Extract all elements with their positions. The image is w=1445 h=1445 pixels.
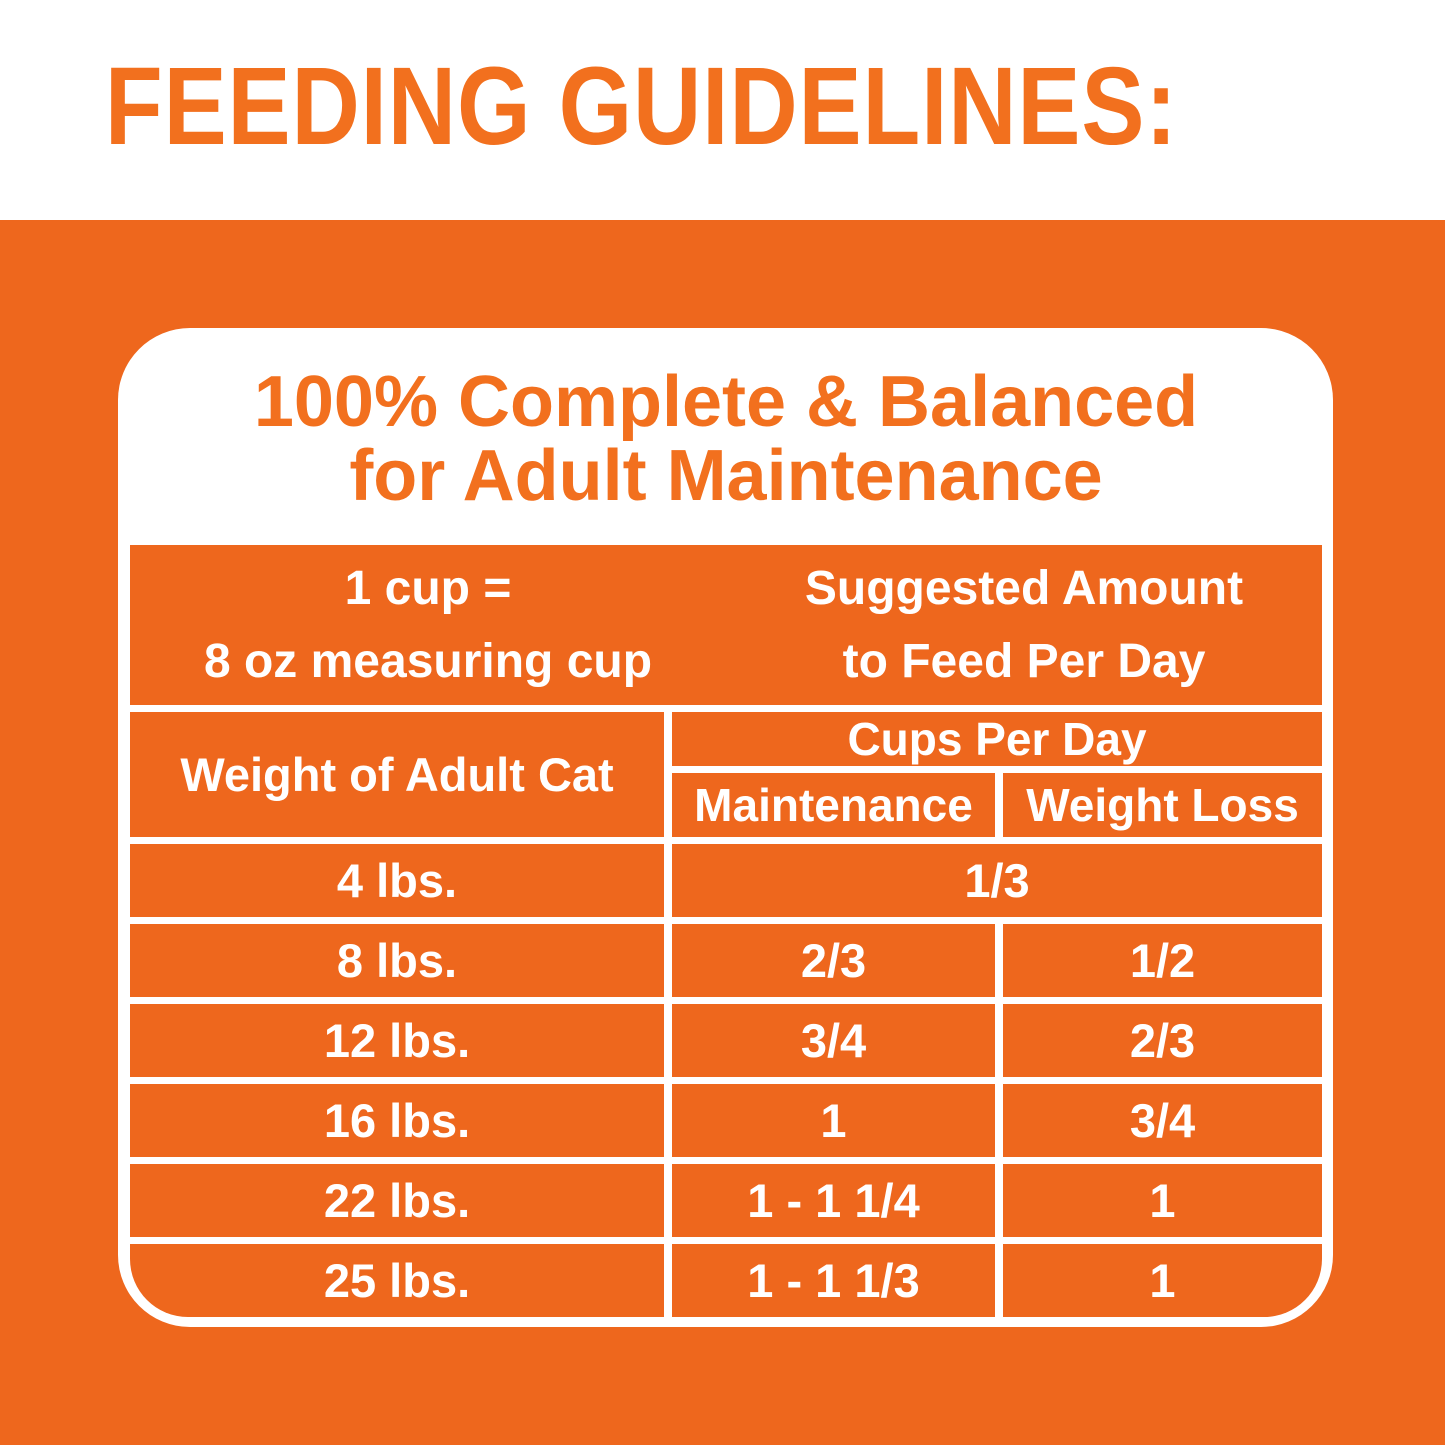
- column-header-cups-group: Cups Per Day Maintenance Weight Loss: [672, 712, 1322, 837]
- card-heading-line2: for Adult Maintenance: [349, 435, 1103, 516]
- maintenance-cell: 2/3: [672, 924, 995, 997]
- weight-cell: 12 lbs.: [130, 1004, 664, 1077]
- maintenance-cell: 1: [672, 1084, 995, 1157]
- weight-loss-cell: 1/2: [1003, 924, 1322, 997]
- suggested-amount-note: Suggested Amount to Feed Per Day: [726, 545, 1322, 705]
- weight-loss-cell: 1: [1003, 1164, 1322, 1237]
- weight-loss-cell: 1: [1003, 1244, 1322, 1317]
- cup-measure-note: 1 cup = 8 oz measuring cup: [130, 545, 726, 705]
- column-header-weight: Weight of Adult Cat: [130, 712, 664, 837]
- maintenance-cell: 1/3: [672, 844, 1322, 917]
- page-title: FEEDING GUIDELINES:: [104, 45, 1178, 168]
- card-heading: 100% Complete & Balanced for Adult Maint…: [130, 328, 1322, 545]
- weight-cell: 8 lbs.: [130, 924, 664, 997]
- weight-loss-cell: 2/3: [1003, 1004, 1322, 1077]
- cup-measure-line2: 8 oz measuring cup: [203, 635, 653, 688]
- top-band: FEEDING GUIDELINES:: [0, 0, 1445, 220]
- maintenance-cell: 1 - 1 1/3: [672, 1244, 995, 1317]
- table-banner-row: 1 cup = 8 oz measuring cup Suggested Amo…: [130, 545, 1322, 705]
- column-header-cups-per-day: Cups Per Day: [672, 712, 1322, 766]
- weight-cell: 22 lbs.: [130, 1164, 664, 1237]
- maintenance-cell: 1 - 1 1/4: [672, 1164, 995, 1237]
- weight-cell: 16 lbs.: [130, 1084, 664, 1157]
- column-header-weight-loss: Weight Loss: [1003, 773, 1322, 837]
- card-heading-line1: 100% Complete & Balanced: [253, 361, 1199, 442]
- weight-cell: 25 lbs.: [130, 1244, 664, 1317]
- weight-cell: 4 lbs.: [130, 844, 664, 917]
- orange-background: 100% Complete & Balanced for Adult Maint…: [0, 220, 1445, 1445]
- column-header-maintenance: Maintenance: [672, 773, 995, 837]
- maintenance-cell: 3/4: [672, 1004, 995, 1077]
- suggested-amount-line1: Suggested Amount: [804, 562, 1244, 615]
- feeding-table: 1 cup = 8 oz measuring cup Suggested Amo…: [130, 545, 1322, 1317]
- cup-measure-line1: 1 cup =: [344, 562, 512, 615]
- suggested-amount-line2: to Feed Per Day: [842, 635, 1206, 688]
- guidelines-card: 100% Complete & Balanced for Adult Maint…: [118, 328, 1333, 1327]
- weight-loss-cell: 3/4: [1003, 1084, 1322, 1157]
